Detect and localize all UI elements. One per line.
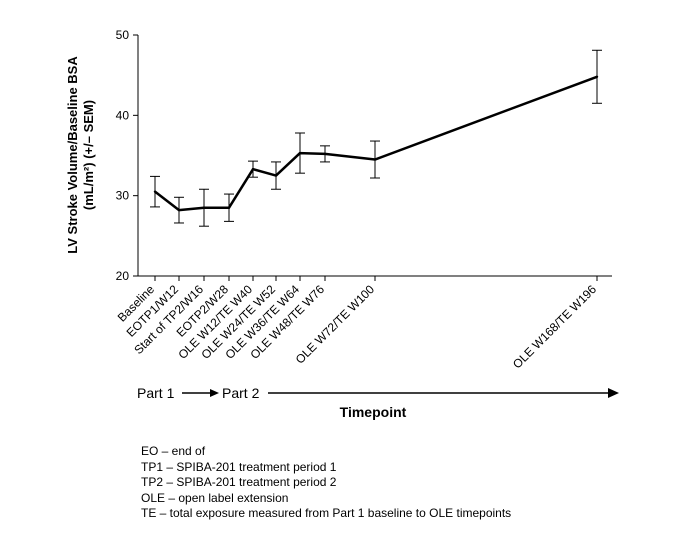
phase-label-part-1: Part 1 [137, 385, 175, 401]
arrow-head-icon [608, 388, 619, 398]
y-tick-label: 30 [116, 189, 130, 203]
data-point [227, 206, 231, 209]
x-tick-label: OLE W168/TE W196 [510, 282, 599, 371]
legend-item: EO – end of [141, 444, 206, 458]
y-axis-title: LV Stroke Volume/Baseline BSA [65, 56, 80, 254]
abbreviation-legend: EO – end of TP1 – SPIBA-201 treatment per… [141, 444, 511, 522]
data-point [298, 151, 302, 155]
legend-item: TP1 – SPIBA-201 treatment period 1 [141, 459, 337, 474]
legend-item: OLE – open label extension [141, 490, 289, 505]
y-tick-label: 40 [116, 108, 130, 122]
y-tick-label: 50 [116, 28, 130, 42]
phase-label-part-2: Part 2 [222, 385, 260, 401]
legend-item: TP2 – SPIBA-201 treatment period 2 [141, 475, 337, 489]
arrow-head-icon [210, 389, 219, 397]
data-point [202, 206, 206, 209]
series-line [154, 75, 598, 212]
data-point [323, 152, 327, 156]
phase-arrow: Part 1 Part 2 [137, 385, 619, 401]
data-point [177, 208, 181, 212]
y-tick-label: 20 [116, 269, 130, 283]
data-point [373, 158, 377, 161]
data-point [595, 75, 599, 78]
x-axis-title: Timepoint [340, 404, 407, 420]
data-point [251, 167, 255, 171]
data-point [274, 174, 278, 177]
data-marks [150, 49, 602, 227]
y-axis-title-units: (mL/m²) (+/– SEM) [81, 100, 96, 210]
axes: 20 30 40 50 [116, 28, 612, 283]
data-point [153, 190, 157, 193]
legend-item: TE – total exposure measured from Part 1… [141, 506, 512, 520]
